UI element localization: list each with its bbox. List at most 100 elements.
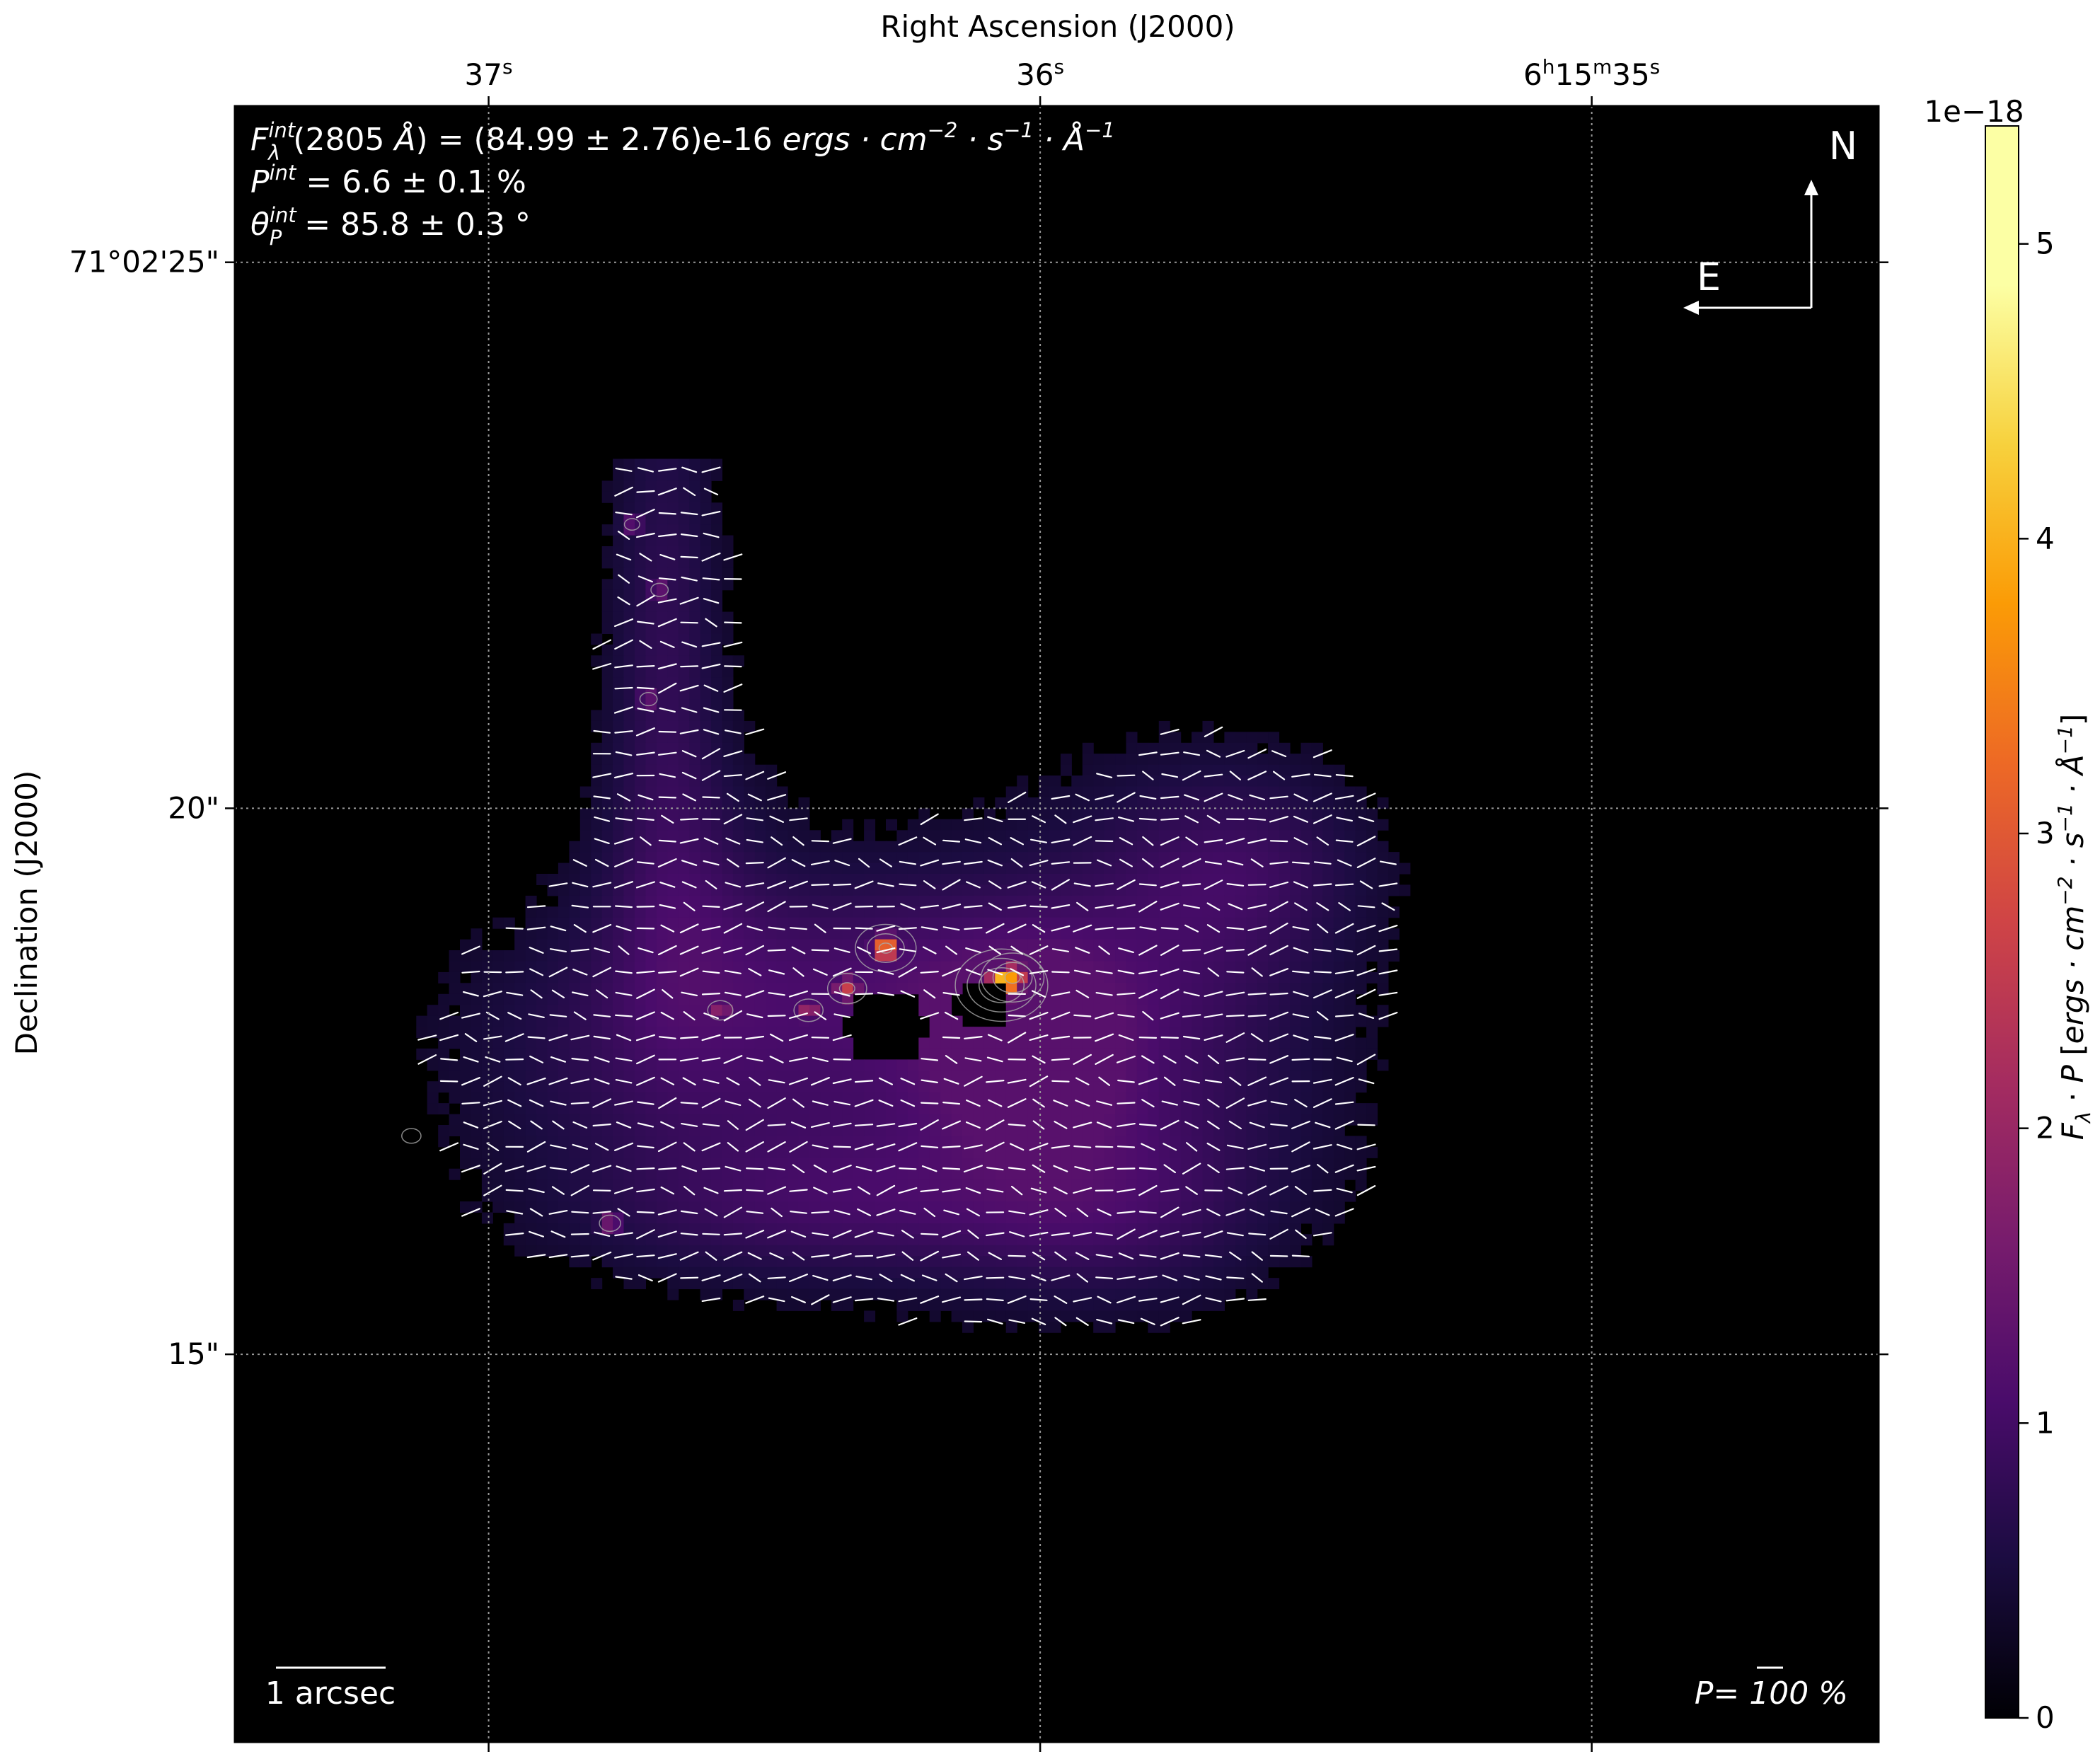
polarization-vector — [789, 927, 808, 930]
flux-pixel — [1246, 884, 1258, 896]
flux-pixel — [766, 808, 778, 820]
flux-pixel — [1148, 1288, 1160, 1300]
flux-pixel — [1180, 1037, 1192, 1049]
flux-pixel — [678, 993, 690, 1005]
flux-pixel — [1115, 1125, 1127, 1136]
polarization-vector — [1010, 945, 1024, 955]
flux-pixel — [1005, 841, 1017, 853]
flux-pixel — [1005, 993, 1017, 1005]
flux-pixel — [569, 950, 581, 962]
flux-pixel — [711, 1092, 722, 1104]
flux-pixel — [623, 557, 635, 569]
polarization-vector — [1138, 988, 1158, 999]
flux-pixel — [667, 1048, 679, 1060]
flux-pixel — [1136, 1278, 1148, 1290]
flux-pixel — [1136, 862, 1148, 875]
flux-pixel — [1071, 950, 1083, 962]
polarization-vector — [723, 903, 743, 911]
flux-pixel — [645, 1212, 657, 1224]
flux-pixel — [1202, 1005, 1214, 1017]
flux-pixel — [1049, 862, 1061, 875]
flux-pixel — [1136, 1048, 1148, 1060]
flux-pixel — [645, 1267, 657, 1279]
flux-pixel — [875, 1136, 887, 1148]
flux-pixel — [962, 1190, 974, 1202]
flux-pixel — [1180, 971, 1192, 983]
flux-pixel — [569, 928, 581, 940]
polarization-vector — [1118, 1034, 1134, 1042]
polarization-vector — [725, 882, 742, 888]
flux-pixel — [700, 971, 712, 983]
flux-pixel — [1300, 961, 1312, 973]
flux-pixel — [579, 852, 592, 864]
flux-pixel — [678, 742, 690, 754]
flux-pixel — [460, 1070, 471, 1082]
polarization-vector — [1183, 1078, 1201, 1084]
flux-pixel — [1279, 764, 1291, 776]
flux-pixel — [1235, 1059, 1247, 1071]
flux-pixel — [940, 895, 952, 907]
polarization-vector — [1247, 904, 1267, 910]
flux-pixel — [1246, 1081, 1258, 1093]
flux-pixel — [678, 928, 690, 940]
flux-pixel — [591, 797, 603, 809]
flux-pixel — [1148, 961, 1160, 973]
flux-pixel — [525, 895, 537, 907]
flux-pixel — [1300, 1103, 1312, 1115]
flux-pixel — [754, 1245, 766, 1257]
flux-pixel — [1017, 1212, 1029, 1224]
flux-pixel — [1148, 983, 1160, 995]
flux-pixel — [766, 1267, 778, 1279]
flux-pixel — [1257, 1027, 1269, 1039]
polarization-vector — [810, 1121, 830, 1129]
flux-pixel — [700, 961, 712, 973]
flux-pixel — [1158, 928, 1170, 940]
polarization-vector — [767, 1186, 787, 1195]
polarization-vector — [1226, 971, 1245, 974]
polarization-vector — [635, 508, 655, 519]
polarization-vector — [900, 990, 916, 998]
flux-pixel — [940, 993, 952, 1005]
flux-pixel — [525, 928, 537, 940]
flux-pixel — [962, 1288, 974, 1300]
flux-pixel — [700, 917, 712, 929]
polarization-vector — [746, 817, 764, 821]
flux-pixel — [1322, 1114, 1334, 1126]
flux-pixel — [1082, 1146, 1094, 1158]
flux-pixel — [656, 1256, 668, 1268]
flux-pixel — [481, 1048, 493, 1060]
polarization-vector — [1336, 817, 1354, 822]
flux-pixel — [918, 1081, 930, 1093]
flux-pixel — [645, 1092, 657, 1104]
flux-pixel — [536, 874, 548, 885]
flux-pixel — [1202, 1059, 1214, 1071]
flux-pixel — [1136, 1179, 1148, 1192]
polarization-vector — [1162, 1055, 1177, 1064]
polarization-vector — [506, 991, 524, 996]
flux-pixel — [983, 1059, 996, 1071]
flux-pixel — [907, 983, 919, 995]
flux-pixel — [744, 1190, 756, 1202]
flux-pixel — [842, 1048, 854, 1060]
flux-pixel — [853, 1081, 865, 1093]
flux-pixel — [1158, 1212, 1170, 1224]
flux-pixel — [438, 1005, 450, 1017]
flux-pixel — [1322, 983, 1334, 995]
flux-pixel — [1268, 1103, 1280, 1115]
flux-pixel — [1246, 1190, 1258, 1202]
flux-pixel — [1104, 1059, 1116, 1071]
flux-pixel — [689, 557, 701, 569]
polarization-vector — [1358, 1078, 1375, 1085]
flux-pixel — [776, 1037, 788, 1049]
flux-pixel — [1039, 1212, 1050, 1224]
flux-pixel — [1180, 1103, 1192, 1115]
flux-pixel — [1104, 1267, 1116, 1279]
flux-pixel — [1192, 1288, 1204, 1300]
flux-pixel — [1235, 1212, 1247, 1224]
flux-pixel — [722, 1245, 734, 1257]
flux-pixel — [918, 1005, 930, 1017]
flux-pixel — [1027, 852, 1039, 864]
flux-pixel — [1180, 786, 1192, 798]
polarization-vector — [1317, 923, 1329, 934]
flux-pixel — [700, 623, 712, 634]
